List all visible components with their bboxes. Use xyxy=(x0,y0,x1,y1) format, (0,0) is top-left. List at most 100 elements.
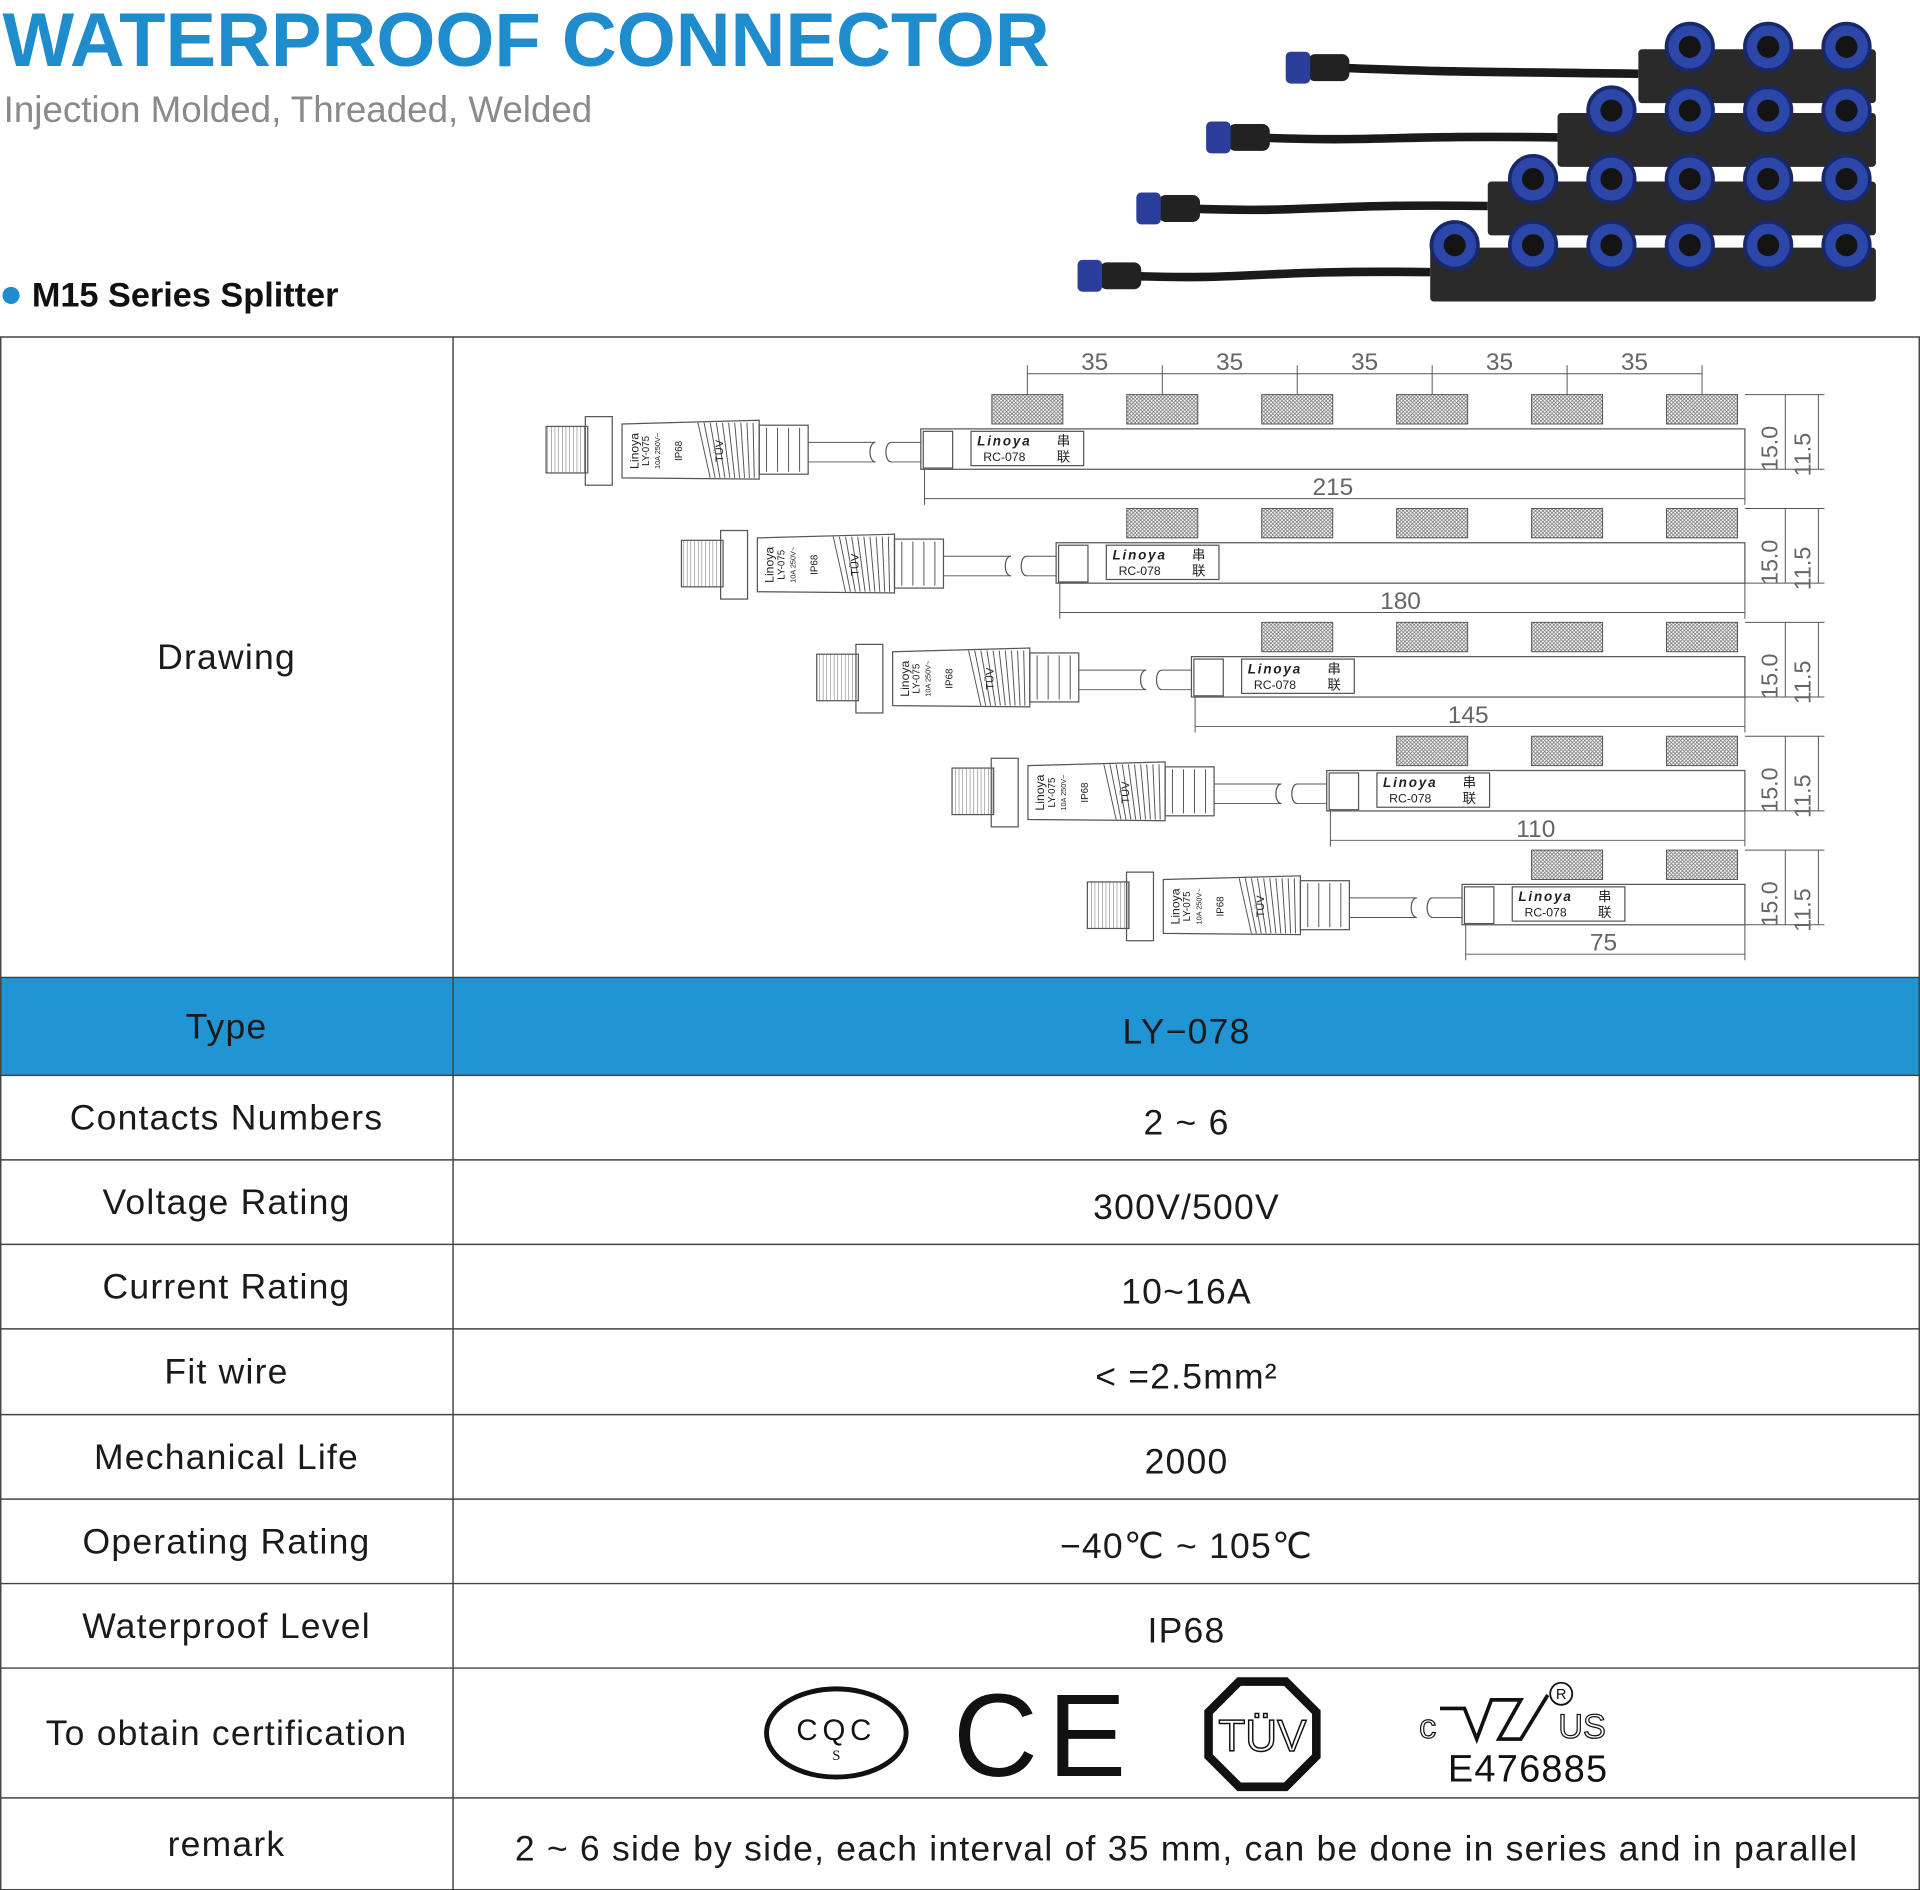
grip-line xyxy=(845,536,856,592)
plug-text: TÜV xyxy=(714,439,726,462)
grip-line xyxy=(1244,878,1257,934)
plug-body xyxy=(1307,54,1350,82)
row-value: LY−078 xyxy=(1122,1011,1250,1051)
brand: Linoya xyxy=(1518,889,1572,904)
row-label: Drawing xyxy=(157,637,296,677)
row-value: 2 ~ 6 xyxy=(1143,1103,1229,1143)
model: RC-078 xyxy=(1119,564,1161,578)
outlet xyxy=(1396,621,1469,653)
grip-line xyxy=(746,422,750,478)
plug-text: LY-075 xyxy=(1182,891,1193,921)
grip-line xyxy=(863,536,871,592)
outlet-core xyxy=(1835,168,1858,191)
brand: Linoya xyxy=(1112,548,1166,563)
plug-text: 10A 250V~ xyxy=(788,547,797,583)
outlet xyxy=(1396,394,1469,425)
cable-break xyxy=(1004,555,1027,577)
cable xyxy=(1334,63,1639,79)
grip-line xyxy=(1146,764,1151,820)
tuv: TÜV xyxy=(1218,1712,1307,1761)
grip-line xyxy=(1127,764,1137,820)
outlet xyxy=(1396,507,1469,539)
pitch-label: 35 xyxy=(1486,349,1513,376)
cable-break xyxy=(1140,669,1163,691)
char-parallel: 联 xyxy=(1192,563,1205,578)
grip-line xyxy=(1134,764,1142,820)
length-label: 75 xyxy=(1590,930,1617,957)
row-value: 2000 xyxy=(1145,1442,1229,1482)
outlet-core xyxy=(1757,35,1780,58)
outlet-core xyxy=(1600,168,1623,191)
model: RC-078 xyxy=(983,450,1025,464)
grip-line xyxy=(1103,764,1117,820)
outlet-core xyxy=(1678,234,1701,257)
outlet xyxy=(1261,394,1334,425)
grip-line xyxy=(869,536,876,592)
cable xyxy=(1185,201,1488,215)
outlet xyxy=(1666,735,1739,767)
cable-break xyxy=(869,441,892,463)
title: WATERPROOF CONNECTOR xyxy=(2,0,1049,83)
plug-text: LY-075 xyxy=(641,435,652,465)
ul-number: E476885 xyxy=(1448,1749,1608,1791)
row-label: remark xyxy=(168,1824,286,1864)
outlet-core xyxy=(1600,99,1623,122)
grip-line xyxy=(1115,764,1127,820)
height-outer: 15.0 xyxy=(1756,654,1782,699)
plug-text: TÜV xyxy=(985,667,997,690)
grip-line xyxy=(1250,878,1262,934)
grip-line xyxy=(968,650,982,706)
grip-line xyxy=(728,422,736,478)
outlet xyxy=(1261,621,1334,653)
grip-line xyxy=(1017,650,1021,706)
plug-body xyxy=(1228,123,1270,151)
outlet xyxy=(1126,507,1199,539)
brand: Linoya xyxy=(977,434,1031,449)
splitter-body xyxy=(1557,112,1876,167)
height-outer: 15.0 xyxy=(1756,767,1782,812)
plug-text: 10A 250V~ xyxy=(1059,775,1068,811)
cable xyxy=(1254,132,1558,144)
plug-text: Linoya xyxy=(763,547,777,583)
grip-line xyxy=(1152,764,1156,820)
grip-line xyxy=(881,536,886,592)
ce: CE xyxy=(953,1670,1136,1801)
splitter-bar xyxy=(1461,883,1746,926)
grip-line xyxy=(709,422,721,478)
row-label: Fit wire xyxy=(164,1352,288,1392)
bar-cap xyxy=(1193,658,1224,697)
brand: Linoya xyxy=(1248,661,1302,676)
ul-r: R xyxy=(1556,1687,1567,1703)
outlet xyxy=(1261,507,1334,539)
bar-cap xyxy=(1328,772,1360,811)
grip-line xyxy=(1287,878,1292,934)
char-parallel: 联 xyxy=(1463,791,1476,806)
grip-line xyxy=(857,536,866,592)
row-value: −40℃ ~ 105℃ xyxy=(1060,1526,1313,1566)
grip-line xyxy=(1238,878,1252,934)
splitter-bar xyxy=(1326,769,1746,812)
plug-text: IP68 xyxy=(674,440,685,461)
char-series: 串 xyxy=(1327,661,1340,676)
outlet xyxy=(1531,394,1604,425)
model: RC-078 xyxy=(1254,678,1296,692)
thread xyxy=(1086,881,1130,930)
char-series: 串 xyxy=(1192,548,1205,563)
outlet xyxy=(991,394,1064,425)
grip-line xyxy=(986,650,996,706)
splitter-body xyxy=(1430,247,1876,302)
bullet xyxy=(2,286,20,304)
header-row-bg xyxy=(0,977,1920,1076)
cable-break xyxy=(1410,897,1433,919)
ul-c: c xyxy=(1419,1708,1436,1746)
row-label: Contacts Numbers xyxy=(70,1098,384,1138)
pitch-label: 35 xyxy=(1351,349,1378,376)
brand-box xyxy=(1241,658,1355,694)
row-value: 2 ~ 6 side by side, each interval of 35 … xyxy=(515,1829,1858,1869)
outlet-core xyxy=(1835,35,1858,58)
plug-body xyxy=(621,419,760,480)
flange xyxy=(990,757,1019,828)
row-value: < =2.5mm² xyxy=(1095,1357,1278,1397)
